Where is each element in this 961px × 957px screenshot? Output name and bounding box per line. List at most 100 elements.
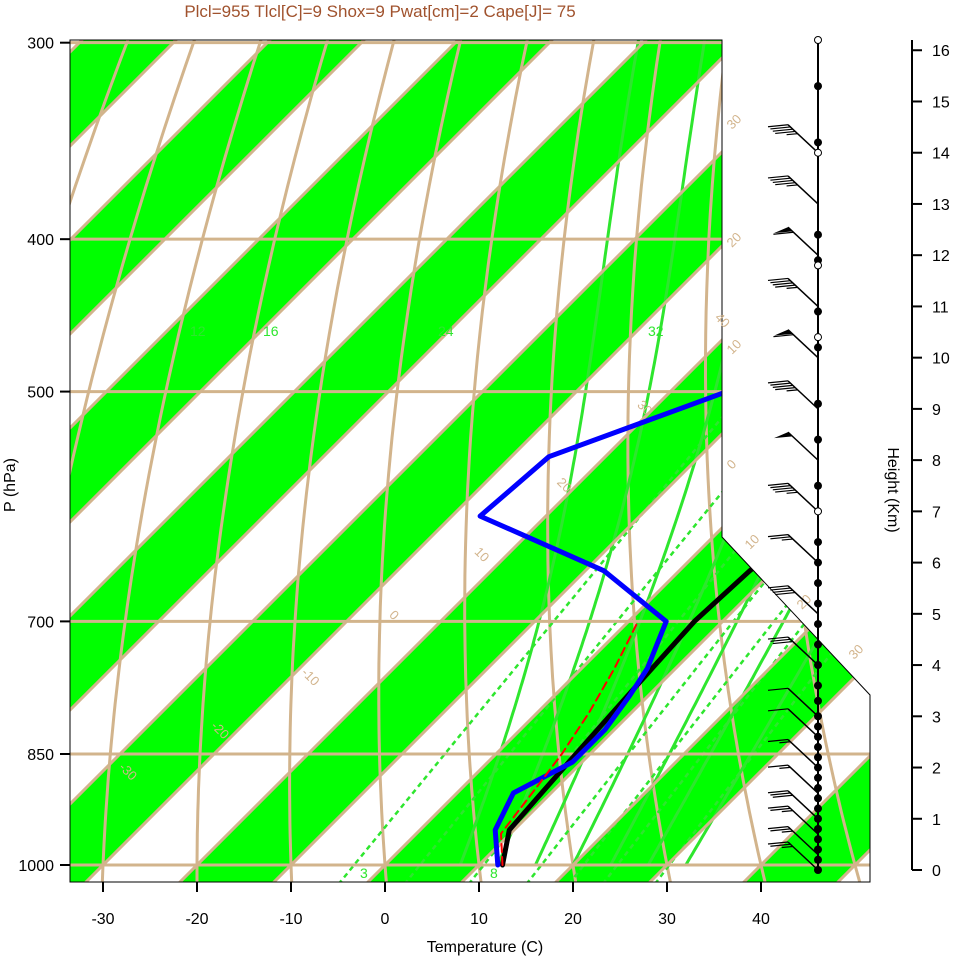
wind-barb xyxy=(787,805,819,835)
wind-feather xyxy=(772,128,793,132)
wind-level-dot xyxy=(814,784,822,793)
wind-level-dot xyxy=(814,640,822,649)
plot-labels: -30-20-100102030403020100102030121624323… xyxy=(116,111,866,881)
isotherm-line xyxy=(344,40,870,882)
wind-feather xyxy=(770,536,791,540)
wind-barb xyxy=(787,585,819,615)
wind-feather xyxy=(767,380,789,384)
wind-feather-half xyxy=(786,184,798,187)
wind-feather-half xyxy=(786,491,798,494)
wind-feather-half xyxy=(779,766,791,769)
x-tick-label: 40 xyxy=(752,911,770,928)
wind-level-open-dot xyxy=(814,333,822,342)
wind-level-dot xyxy=(814,814,822,823)
height-tick-label: 2 xyxy=(932,761,941,778)
wind-feather xyxy=(770,792,791,796)
wind-level-dot xyxy=(814,712,822,721)
plot-frame xyxy=(69,39,871,883)
height-axis-label: Height (Km) xyxy=(884,447,901,532)
wind-level-dot xyxy=(814,732,822,741)
height-tick-label: 1 xyxy=(932,812,941,829)
wind-level-open-dot xyxy=(814,507,822,516)
height-tick-label: 12 xyxy=(932,248,950,265)
dry-adiabat-line xyxy=(288,40,673,882)
wind-feather xyxy=(770,828,791,832)
wind-barb xyxy=(787,124,819,154)
height-tick-label: 0 xyxy=(932,863,941,880)
wind-barb xyxy=(787,738,819,769)
y-tick-label: 300 xyxy=(27,36,54,53)
wind-barb xyxy=(787,708,819,738)
isotherm-band xyxy=(70,40,870,882)
wind-level-dot xyxy=(814,794,822,803)
isotherm-band xyxy=(70,40,870,882)
wind-barb xyxy=(787,764,819,794)
wind-feather-half xyxy=(779,741,791,744)
x-tick-label: 20 xyxy=(564,911,582,928)
dry-adiabat-line xyxy=(546,40,819,882)
dry-adiabat-line xyxy=(463,40,771,882)
dry-adiabat-line xyxy=(100,40,576,882)
wind-feather xyxy=(775,489,796,493)
wind-feather xyxy=(767,533,789,538)
isotherm-line xyxy=(70,40,870,882)
wind-level-dot xyxy=(814,82,822,91)
wind-level-dot xyxy=(814,435,822,444)
y-tick-label: 850 xyxy=(27,747,54,764)
y-tick-label: 700 xyxy=(27,614,54,631)
moist-adiabat-label: 24 xyxy=(438,323,454,339)
wind-feather xyxy=(767,764,789,768)
wind-barb xyxy=(787,534,819,564)
wind-level-dot xyxy=(814,343,822,352)
wind-level-dot xyxy=(814,399,822,408)
height-tick-label: 7 xyxy=(932,504,941,521)
isotherm-line xyxy=(70,40,870,882)
x-axis: -30 -20 -10 0 10 20 30 40 xyxy=(91,882,770,928)
height-tick-label: 6 xyxy=(932,556,941,573)
moist-adiabat-line xyxy=(458,40,701,866)
parcel-line xyxy=(500,620,639,866)
isotherm-line xyxy=(70,40,870,882)
wind-feather xyxy=(767,738,789,743)
wind-feather xyxy=(767,826,789,830)
isotherm-line xyxy=(250,40,870,882)
wind-barb xyxy=(787,380,819,410)
wind-flag xyxy=(774,432,793,439)
wind-feather xyxy=(770,807,791,811)
wind-feather xyxy=(772,282,793,286)
x-tick-label: -10 xyxy=(279,911,302,928)
wind-level-dot xyxy=(814,558,822,567)
wind-feather xyxy=(773,334,794,338)
isotherm-line xyxy=(70,40,870,882)
y-axis-label: P (hPa) xyxy=(2,458,19,512)
wind-feather xyxy=(770,638,791,642)
moist-adiabat-label: 16 xyxy=(263,323,279,339)
wind-feather xyxy=(772,640,793,645)
wind-feather xyxy=(775,182,796,186)
mixing-ratio-line xyxy=(590,238,870,882)
y-axis: 1001502002503004005007008501000 xyxy=(18,36,70,875)
y-tick-label: 1000 xyxy=(18,858,54,875)
height-tick-label: 16 xyxy=(932,43,950,60)
mixing-ratio-label: 3 xyxy=(360,865,368,881)
wind-barb xyxy=(787,175,819,205)
wind-feather-half xyxy=(781,538,793,541)
height-tick-label: 4 xyxy=(932,658,941,675)
wind-feather xyxy=(767,175,789,179)
wind-level-dot xyxy=(814,620,822,629)
dry-adiabat-line xyxy=(626,40,868,882)
mixing-ratio-line xyxy=(514,238,870,882)
wind-level-dot xyxy=(814,866,822,874)
wind-barb xyxy=(787,687,819,717)
wind-barb xyxy=(787,841,819,871)
wind-feather xyxy=(775,591,796,596)
wind-barb xyxy=(787,482,819,512)
wind-feather xyxy=(772,589,793,593)
wind-feather-half xyxy=(781,830,793,833)
wind-level-dot xyxy=(814,743,822,752)
wind-feather xyxy=(772,487,793,491)
moist-adiabat-label: 12 xyxy=(190,323,206,339)
wind-level-dot xyxy=(814,845,822,854)
dry-adiabat-line xyxy=(704,40,870,882)
